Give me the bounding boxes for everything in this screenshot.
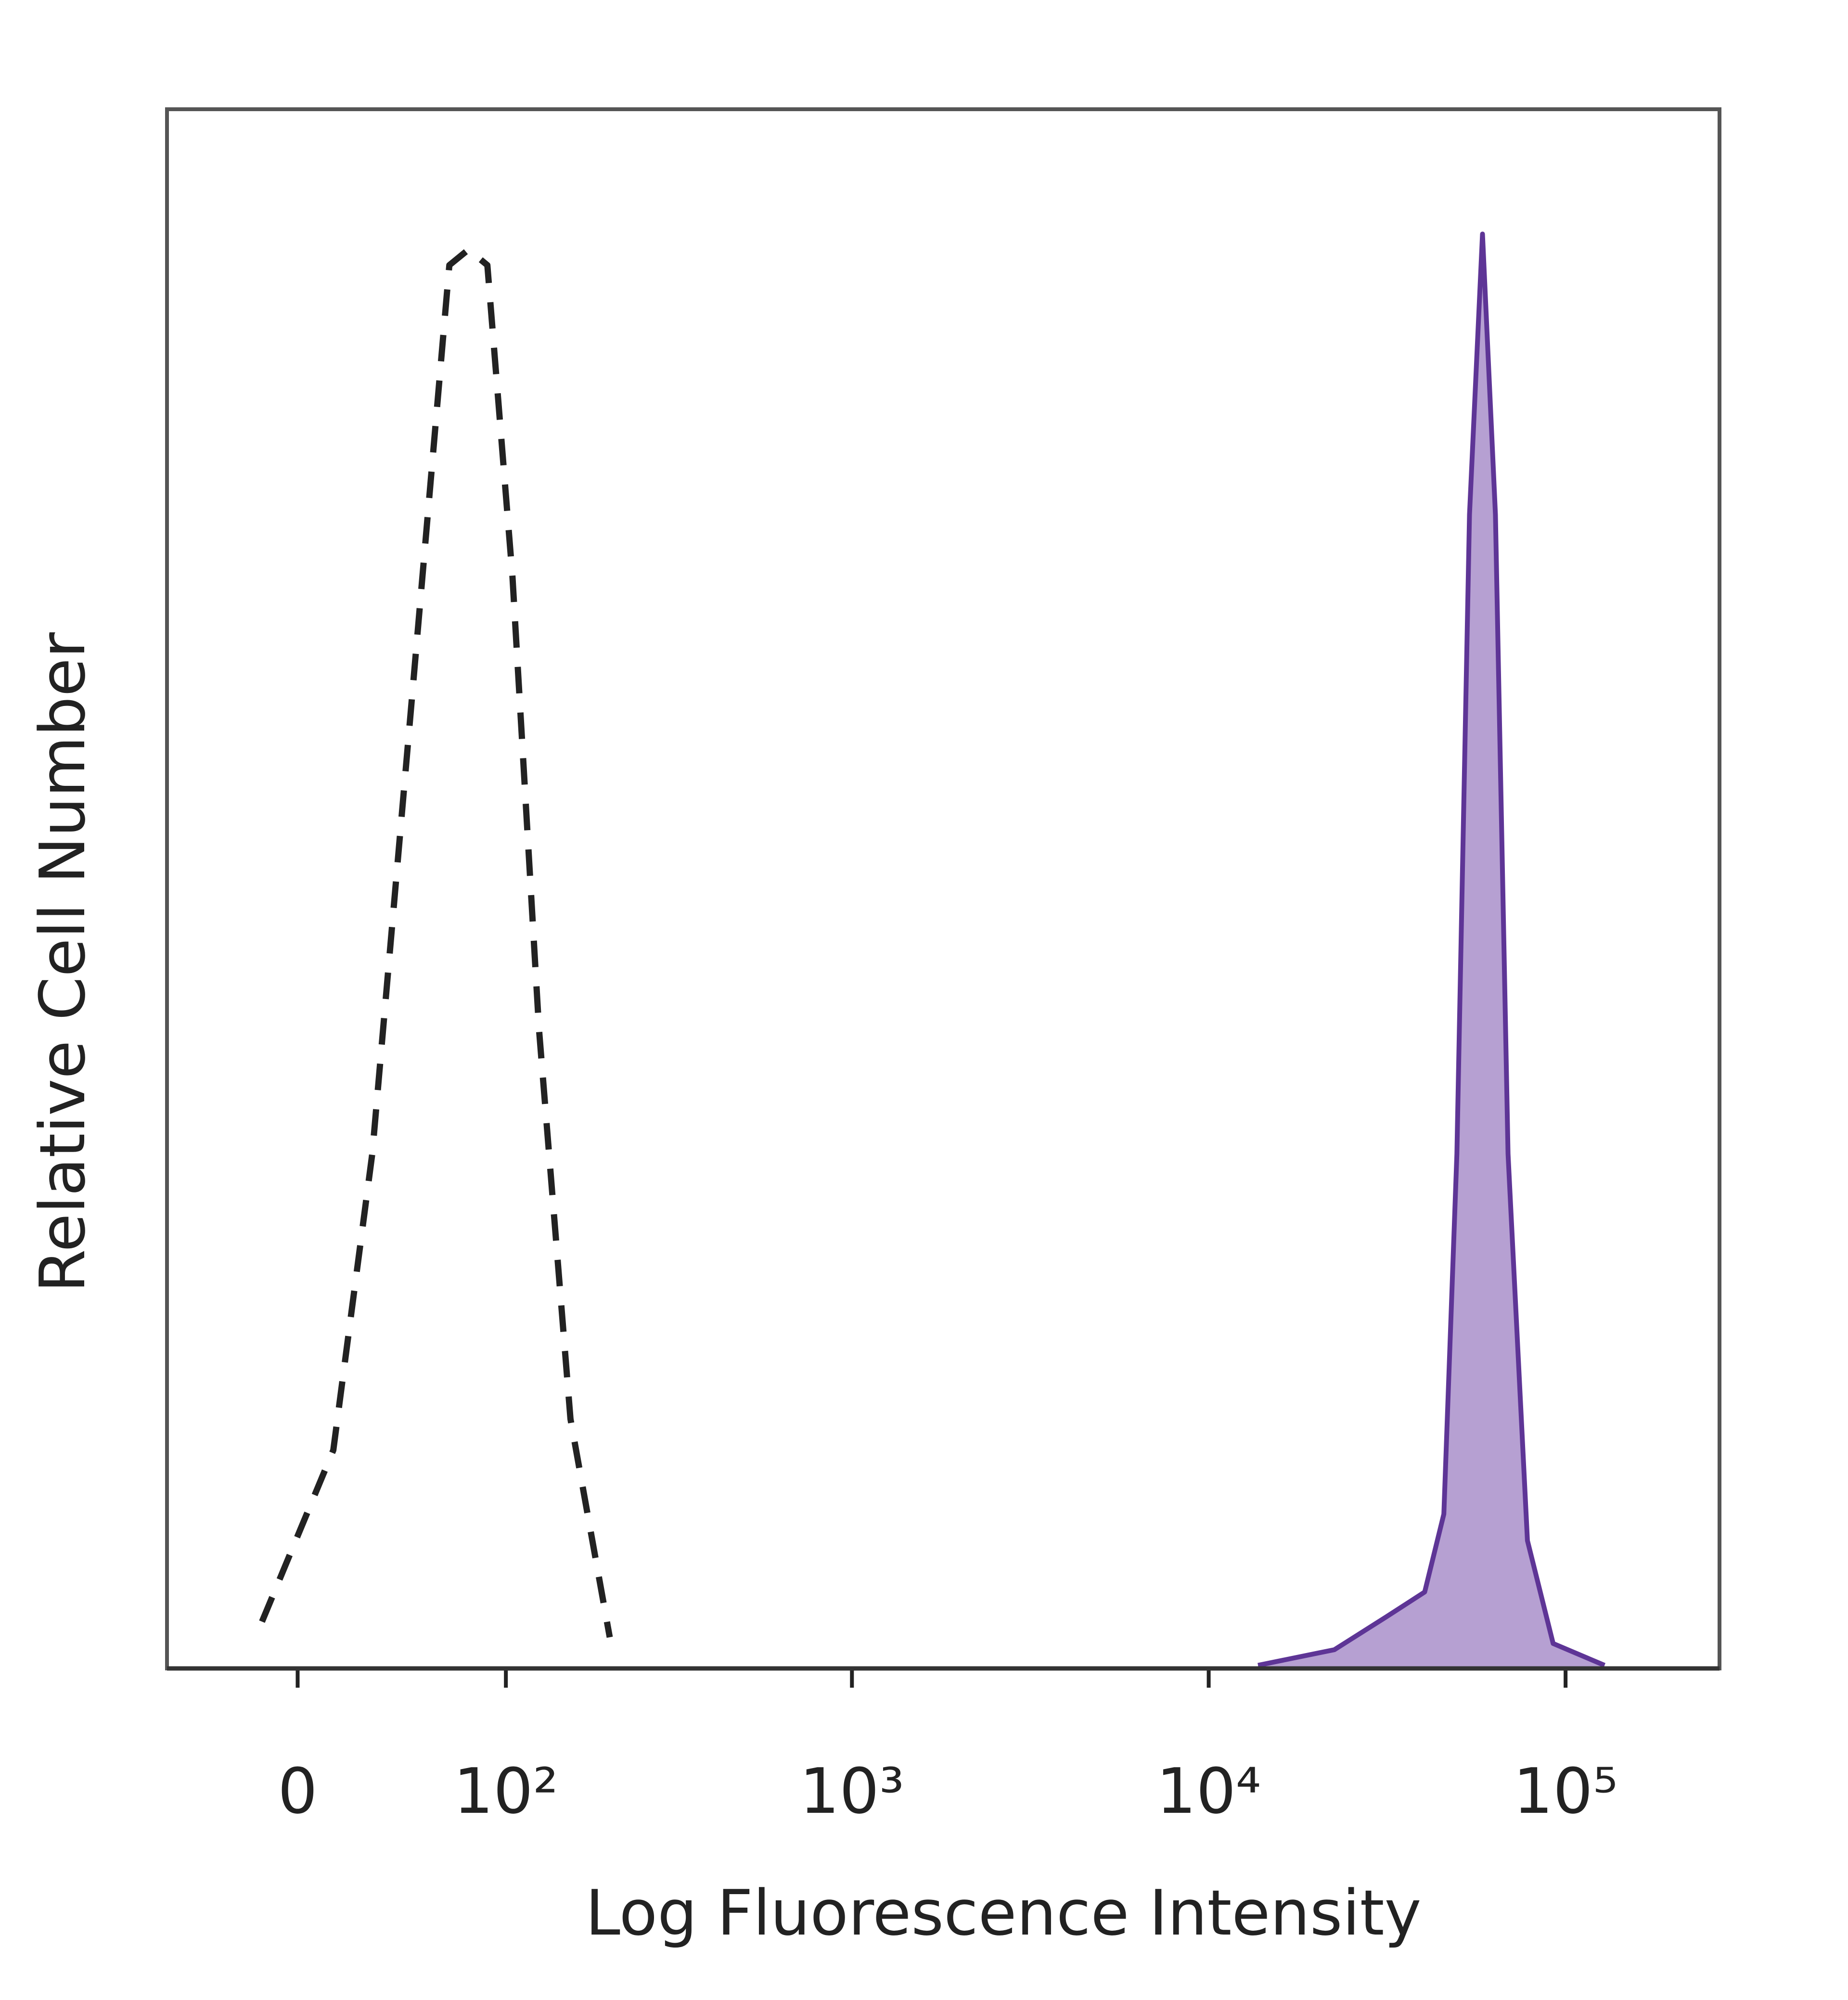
x-tick-label: 10³: [799, 1755, 904, 1828]
histogram-area: [1258, 234, 1605, 1669]
y-axis-title: Relative Cell Number: [26, 632, 99, 1293]
x-tick-label: 10²: [453, 1755, 558, 1828]
x-tick-label: 0: [278, 1755, 318, 1828]
x-axis-title: Log Fluorescence Intensity: [585, 1876, 1421, 1949]
histogram-line: [259, 246, 613, 1638]
histogram-line: [1258, 231, 1606, 1668]
x-tick-label: 10⁵: [1513, 1755, 1618, 1828]
x-tick-label: 10⁴: [1156, 1755, 1261, 1828]
